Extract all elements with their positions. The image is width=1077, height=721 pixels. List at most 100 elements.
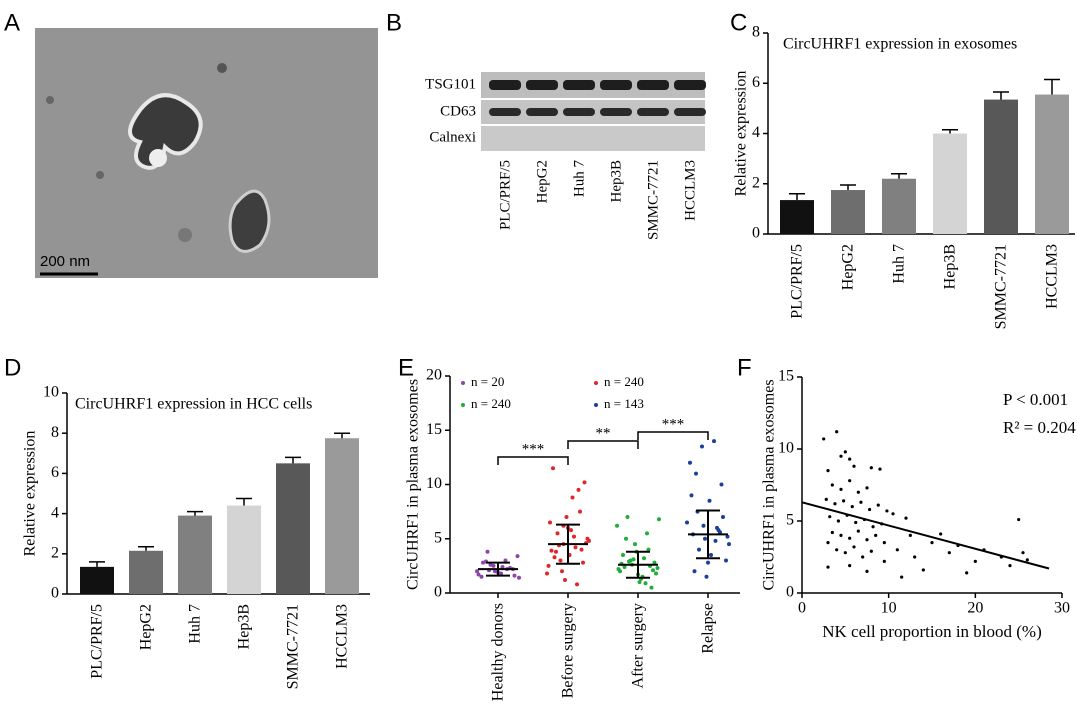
error-bar <box>187 510 203 516</box>
data-point <box>701 523 706 528</box>
data-point <box>836 519 841 523</box>
bar <box>780 200 814 234</box>
legend-marker <box>461 403 465 407</box>
data-point <box>569 528 573 533</box>
error-bar <box>789 193 805 201</box>
micrograph: 200 nm <box>35 28 378 278</box>
y-tick-label: 2 <box>51 544 59 561</box>
data-point <box>485 549 490 554</box>
lane-label: HepG2 <box>534 160 550 203</box>
panel-letter: C <box>730 9 747 36</box>
data-point <box>891 512 895 516</box>
x-tick-label: PLC/PRF/5 <box>89 604 106 679</box>
error-bar <box>993 91 1009 100</box>
data-point <box>549 548 554 553</box>
data-point <box>824 497 828 501</box>
lane-label: Hep3B <box>608 160 624 203</box>
y-tick-label: 0 <box>752 225 760 242</box>
data-point <box>685 520 689 525</box>
data-point <box>515 554 520 559</box>
bar <box>984 99 1018 234</box>
data-point <box>848 457 852 461</box>
error-bar <box>89 561 105 567</box>
data-point <box>646 547 651 552</box>
x-tick-label: PLC/PRF/5 <box>789 244 806 319</box>
data-point <box>712 439 716 444</box>
data-point <box>850 505 854 509</box>
data-point <box>826 469 830 473</box>
data-point <box>839 454 843 458</box>
data-point <box>719 482 724 487</box>
data-point <box>573 545 578 550</box>
band <box>526 108 558 116</box>
error-bar <box>138 546 154 551</box>
data-point <box>512 573 517 578</box>
data-point <box>721 515 725 520</box>
data-point <box>822 437 826 441</box>
data-point <box>631 557 636 562</box>
x-tick-label: 0 <box>798 600 806 617</box>
data-point <box>555 531 560 536</box>
bar <box>178 515 212 594</box>
lane-label: HCCLM3 <box>682 160 698 221</box>
data-point <box>830 483 834 487</box>
significance-label: ** <box>596 425 611 441</box>
band <box>600 108 632 116</box>
y-axis-label: Relative expression <box>22 431 39 557</box>
data-point <box>706 560 710 565</box>
x-tick-label: Huh 7 <box>891 244 908 284</box>
data-point <box>895 548 899 552</box>
bar <box>933 133 967 234</box>
data-point <box>965 571 969 575</box>
data-point <box>908 533 912 538</box>
data-point <box>697 547 701 552</box>
data-point <box>826 541 830 545</box>
error-bar <box>891 172 907 179</box>
error-bar <box>942 128 958 134</box>
data-point <box>581 560 585 565</box>
data-point <box>854 520 858 525</box>
data-point <box>615 523 619 528</box>
data-point <box>852 464 856 468</box>
data-point <box>633 542 637 547</box>
band <box>489 80 521 90</box>
lane-label: PLC/PRF/5 <box>497 160 513 230</box>
data-point <box>560 569 564 574</box>
data-point <box>885 509 889 513</box>
data-point <box>725 534 730 539</box>
data-point <box>852 545 856 549</box>
x-tick-label: HepG2 <box>840 244 857 290</box>
band <box>563 108 595 116</box>
bar <box>276 463 310 594</box>
data-point <box>833 502 837 506</box>
legend-label: n = 143 <box>604 396 644 411</box>
data-point <box>861 555 865 559</box>
data-point <box>564 515 569 520</box>
data-point <box>856 529 860 533</box>
data-point <box>1021 551 1025 555</box>
data-point <box>727 542 731 547</box>
data-point <box>828 515 832 519</box>
data-point <box>839 533 843 538</box>
data-point <box>563 577 567 582</box>
data-point <box>835 430 839 434</box>
y-tick-label: 10 <box>43 384 59 401</box>
stat-annotation: P < 0.001 <box>1003 390 1068 409</box>
panel-letter: E <box>398 354 414 381</box>
bar <box>325 438 359 594</box>
blot-background <box>481 126 705 151</box>
data-point <box>878 467 882 471</box>
data-point <box>637 580 642 585</box>
data-point <box>830 530 834 535</box>
trend-line <box>801 501 1050 570</box>
x-tick-label: Hep3B <box>942 244 959 289</box>
data-point <box>843 450 847 454</box>
data-point <box>627 559 631 564</box>
y-tick-label: 10 <box>778 440 794 457</box>
data-point <box>939 532 943 536</box>
data-point <box>649 585 654 590</box>
legend-marker <box>594 381 598 385</box>
data-point <box>709 553 713 558</box>
data-point <box>654 571 658 576</box>
